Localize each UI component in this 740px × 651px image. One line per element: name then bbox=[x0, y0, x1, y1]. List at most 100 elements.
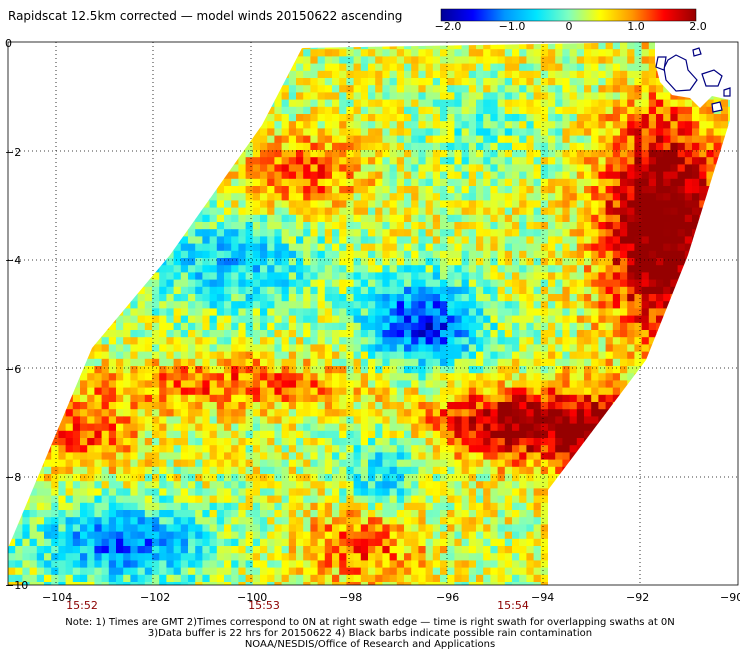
wind-cell bbox=[30, 114, 38, 122]
wind-cell bbox=[159, 380, 167, 388]
wind-cell bbox=[699, 272, 707, 280]
wind-cell bbox=[238, 208, 246, 216]
wind-cell bbox=[433, 92, 441, 100]
wind-cell bbox=[620, 71, 628, 79]
wind-cell bbox=[663, 172, 671, 180]
wind-cell bbox=[109, 107, 117, 115]
wind-cell bbox=[44, 251, 52, 259]
wind-cell bbox=[606, 100, 614, 108]
wind-cell bbox=[642, 49, 650, 57]
wind-cell bbox=[678, 208, 686, 216]
wind-cell bbox=[591, 85, 599, 93]
wind-cell bbox=[519, 316, 527, 324]
wind-cell bbox=[375, 294, 383, 302]
wind-cell bbox=[663, 330, 671, 338]
wind-cell bbox=[87, 64, 95, 72]
wind-cell bbox=[310, 114, 318, 122]
wind-cell bbox=[116, 244, 124, 252]
wind-cell bbox=[166, 323, 174, 331]
wind-cell bbox=[498, 272, 506, 280]
wind-cell bbox=[188, 49, 196, 57]
wind-cell bbox=[454, 251, 462, 259]
wind-cell bbox=[30, 128, 38, 136]
wind-cell bbox=[584, 251, 592, 259]
wind-cell bbox=[354, 280, 362, 288]
wind-cell bbox=[620, 215, 628, 223]
wind-cell bbox=[454, 172, 462, 180]
wind-cell bbox=[123, 366, 131, 374]
wind-cell bbox=[678, 229, 686, 237]
wind-cell bbox=[447, 107, 455, 115]
wind-cell bbox=[87, 42, 95, 50]
wind-cell bbox=[94, 236, 102, 244]
wind-cell bbox=[260, 244, 268, 252]
wind-cell bbox=[570, 114, 578, 122]
wind-cell bbox=[721, 193, 729, 201]
wind-cell bbox=[656, 179, 664, 187]
wind-cell bbox=[555, 121, 563, 129]
wind-cell bbox=[476, 78, 484, 86]
wind-cell bbox=[577, 308, 585, 316]
wind-cell bbox=[123, 49, 131, 57]
wind-cell bbox=[217, 200, 225, 208]
wind-cell bbox=[512, 272, 520, 280]
wind-cell bbox=[195, 287, 203, 295]
wind-cell bbox=[217, 100, 225, 108]
wind-cell bbox=[670, 323, 678, 331]
wind-cell bbox=[591, 92, 599, 100]
wind-cell bbox=[598, 85, 606, 93]
wind-cell bbox=[483, 215, 491, 223]
wind-cell bbox=[80, 200, 88, 208]
wind-cell bbox=[260, 287, 268, 295]
wind-cell bbox=[44, 388, 52, 396]
wind-cell bbox=[418, 186, 426, 194]
wind-cell bbox=[339, 143, 347, 151]
wind-cell bbox=[699, 366, 707, 374]
wind-cell bbox=[152, 186, 160, 194]
wind-cell bbox=[606, 337, 614, 345]
wind-cell bbox=[447, 100, 455, 108]
wind-cell bbox=[94, 136, 102, 144]
wind-cell bbox=[591, 100, 599, 108]
wind-cell bbox=[368, 150, 376, 158]
wind-cell bbox=[325, 294, 333, 302]
wind-cell bbox=[87, 359, 95, 367]
wind-cell bbox=[591, 193, 599, 201]
wind-cell bbox=[368, 100, 376, 108]
wind-cell bbox=[411, 42, 419, 50]
wind-cell bbox=[130, 143, 138, 151]
wind-cell bbox=[116, 121, 124, 129]
wind-cell bbox=[109, 301, 117, 309]
wind-cell bbox=[483, 359, 491, 367]
wind-cell bbox=[202, 78, 210, 86]
wind-cell bbox=[584, 143, 592, 151]
wind-cell bbox=[620, 114, 628, 122]
wind-cell bbox=[476, 344, 484, 352]
wind-cell bbox=[519, 301, 527, 309]
wind-cell bbox=[202, 280, 210, 288]
wind-cell bbox=[642, 366, 650, 374]
wind-cell bbox=[598, 64, 606, 72]
wind-cell bbox=[534, 229, 542, 237]
wind-cell bbox=[577, 172, 585, 180]
wind-cell bbox=[210, 265, 218, 273]
wind-cell bbox=[181, 380, 189, 388]
wind-cell bbox=[483, 157, 491, 165]
wind-cell bbox=[613, 373, 621, 381]
wind-cell bbox=[188, 128, 196, 136]
wind-cell bbox=[685, 244, 693, 252]
wind-cell bbox=[130, 337, 138, 345]
wind-cell bbox=[246, 164, 254, 172]
wind-cell bbox=[130, 78, 138, 86]
wind-cell bbox=[404, 344, 412, 352]
wind-cell bbox=[238, 143, 246, 151]
wind-cell bbox=[80, 215, 88, 223]
wind-cell bbox=[282, 251, 290, 259]
wind-cell bbox=[181, 287, 189, 295]
wind-cell bbox=[728, 323, 736, 331]
wind-cell bbox=[562, 373, 570, 381]
wind-cell bbox=[73, 64, 81, 72]
wind-cell bbox=[8, 85, 16, 93]
wind-cell bbox=[541, 373, 549, 381]
wind-cell bbox=[325, 344, 333, 352]
